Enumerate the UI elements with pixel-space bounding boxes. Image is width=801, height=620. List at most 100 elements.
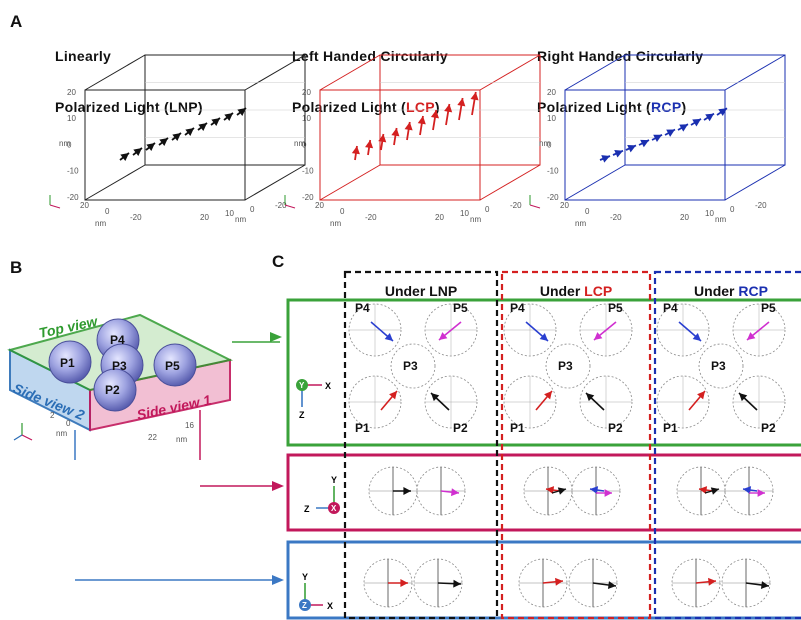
side1-arrow-blue-head (590, 486, 599, 494)
b-tick-left-0: 2 (50, 411, 55, 420)
box-edge (244, 54, 306, 91)
particle-label-p5: P5 (165, 359, 180, 373)
column-header-lnp-hl: LNP (429, 283, 458, 299)
triad-x (529, 204, 541, 209)
field-arrow-head (185, 128, 194, 137)
field-arrow-head (679, 124, 688, 132)
plot-a1: 20 10 0 -10 -20 nm -20 0 10 20 nm 20 0 -20 nm (49, 54, 306, 228)
particle-label-p3: P3 (112, 359, 127, 373)
axis-z-label: Z (302, 601, 307, 610)
field-arrow-head (718, 108, 727, 117)
panel-a-letter: A (10, 12, 23, 31)
x-tick-label: 10 (460, 209, 469, 218)
side1-arrow-black-head (403, 487, 411, 495)
box-edge (724, 164, 786, 201)
row-side-view-2-frame (286, 540, 801, 620)
plot-a1-title-line1: Linearly (55, 48, 112, 64)
y-tick-label: -20 (302, 193, 314, 202)
y-tick-label: 10 (67, 114, 76, 123)
x-tick-label: -20 (510, 201, 522, 210)
x-tick-label: 20 (200, 213, 209, 222)
row-side-view-1-frame (286, 453, 801, 532)
field-arrow-head (198, 123, 207, 132)
z-axis-label: nm (575, 219, 586, 228)
field-arrow-head (692, 118, 701, 127)
top-label-p5: P5 (453, 301, 468, 315)
plot-a2-title-line2: Polarized Light (LCP) (292, 99, 448, 116)
y-tick-label: 10 (547, 114, 556, 123)
row-top-view-frame (286, 298, 801, 447)
axis-x-label: X (331, 504, 337, 513)
p5-field-arrow-head (594, 332, 603, 340)
y-tick-label: 10 (302, 114, 311, 123)
y-tick-label: 0 (67, 140, 72, 149)
column-header-lcp-pre: Under (539, 283, 585, 299)
top-label-p2: P2 (608, 421, 623, 435)
field-arrow-head (120, 153, 129, 162)
top-label-p2: P2 (453, 421, 468, 435)
plot-a2: 20 10 0 -10 -20 nm -20 0 10 20 nm 20 0 -20 nm (284, 54, 541, 228)
p4-field-arrow-head (539, 333, 548, 341)
field-arrow-head (365, 140, 374, 149)
axis-y-label: Y (299, 381, 305, 390)
side2-arrow-red-head (400, 579, 408, 587)
p2-field-arrow-head (739, 393, 748, 402)
axis-y-label: Y (302, 572, 308, 582)
axis-x-label: X (325, 381, 331, 391)
box-edge (479, 54, 541, 91)
x-tick-label: -20 (275, 201, 287, 210)
triad-x (284, 204, 296, 209)
axis-y-label: Y (331, 475, 337, 485)
plot-a3-title-hl: RCP (651, 99, 682, 115)
plot-a2-title-pre: Polarized Light ( (292, 99, 406, 115)
box-edge (564, 164, 626, 201)
y-axis-label: nm (59, 139, 70, 148)
y-axis-label: nm (539, 139, 550, 148)
plot-a2-title-post: ) (434, 99, 440, 115)
p2-field-arrow-head (586, 393, 595, 402)
field-arrow-head (653, 134, 662, 143)
box-front (564, 89, 726, 201)
triad-x (49, 204, 61, 209)
side2-arrow-red-head (708, 577, 716, 586)
plot-a2-title: Left Handed Circularly Polarized Light (… (292, 14, 448, 133)
field-arrow-head (172, 133, 181, 142)
field-arrow-head (614, 150, 623, 158)
box-front (319, 89, 481, 201)
p4-field-arrow-head (692, 333, 701, 341)
top-center-circle (698, 343, 744, 389)
p5-field-arrow-head (747, 332, 756, 340)
box-edge (479, 164, 541, 201)
z-tick-label: 0 (105, 207, 110, 216)
top-center-circle (545, 343, 591, 389)
sphere-p2 (93, 368, 137, 412)
box-edge (319, 164, 381, 201)
plot-a3-title-pre: Polarized Light ( (537, 99, 651, 115)
z-tick-label: 20 (80, 201, 89, 210)
plot-a3-title: Right Handed Circularly Polarized Light … (537, 14, 703, 133)
plot-a3-title-line1: Right Handed Circularly (537, 48, 704, 64)
column-header-rcp-hl: RCP (738, 283, 768, 299)
side2-arrow-black-head (607, 581, 616, 589)
column-header-rcp-pre: Under (694, 283, 739, 299)
box-edge (244, 164, 306, 201)
box-edge (84, 164, 146, 201)
column-frame-2 (653, 270, 801, 620)
y-tick-label: 20 (302, 88, 311, 97)
field-arrow-head (627, 144, 636, 153)
box-edge (724, 54, 786, 91)
field-arrow-head (430, 110, 439, 119)
axis-triad-side2: Y Z X (299, 572, 333, 611)
top-label-p3: P3 (403, 359, 418, 373)
field-arrow-head (391, 128, 400, 137)
plot-a3-title-line2: Polarized Light (RCP) (537, 99, 703, 116)
b-tick-right-1: 16 (185, 421, 194, 430)
field-arrow-head (224, 113, 233, 122)
axis-x-dot (328, 502, 340, 514)
x-axis-label: nm (470, 215, 481, 224)
top-view-arrowhead (270, 332, 282, 342)
axis-triad-top: Y X Z (296, 379, 331, 420)
z-tick-label: -20 (610, 213, 622, 222)
particle-label-p1: P1 (60, 356, 75, 370)
z-tick-label: 20 (315, 201, 324, 210)
